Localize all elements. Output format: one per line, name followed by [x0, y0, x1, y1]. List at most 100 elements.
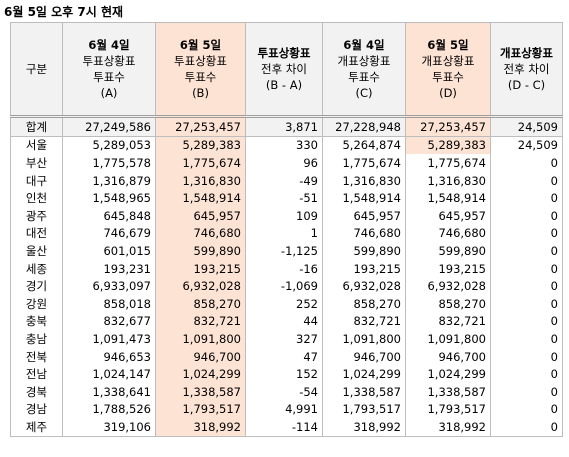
number-cell: 599,890	[155, 242, 246, 260]
number-cell: 0	[490, 418, 563, 437]
header-line: 투표수	[432, 70, 464, 84]
region-cell: 강원	[10, 294, 63, 313]
region-cell: 부산	[10, 154, 63, 172]
number-cell: 832,721	[405, 312, 491, 331]
region-cell: 전남	[10, 365, 63, 383]
number-cell: 1,548,965	[62, 189, 156, 207]
region-row: 충남 1,091,473 1,091,800 327 1,091,800 1,091,80…	[10, 330, 563, 348]
number-cell: 6,932,028	[155, 277, 246, 295]
region-cell: 세종	[10, 259, 63, 278]
number-cell: 5,289,383	[405, 136, 491, 155]
number-cell: 327	[245, 330, 323, 348]
header-row: 구분 6월 4일 투표상황표 투표수 (A) 6월 5일 투표상황표 투표수 (B) 투표상황표 전…	[10, 22, 563, 117]
number-cell: 1,793,517	[155, 400, 246, 419]
number-cell: 0	[490, 330, 563, 348]
number-cell: 1,775,674	[405, 154, 491, 172]
number-cell: 746,680	[405, 224, 491, 243]
number-cell: 1,024,147	[62, 365, 156, 383]
number-cell: 193,215	[322, 259, 406, 278]
header-line: (B)	[192, 86, 209, 100]
number-cell: 1,024,299	[322, 365, 406, 383]
region-cell: 인천	[10, 189, 63, 207]
number-cell: 193,215	[155, 259, 246, 278]
header-cell: 투표상황표 전후 차이 (B - A)	[245, 22, 323, 117]
number-cell: 1,775,578	[62, 154, 156, 172]
number-cell: 1,316,879	[62, 171, 156, 190]
header-line: 투표상황표	[82, 54, 136, 68]
number-cell: 0	[490, 347, 563, 366]
region-cell: 충북	[10, 312, 63, 331]
region-row: 경기 6,933,097 6,932,028 -1,069 6,932,028 6,932…	[10, 277, 563, 295]
region-cell: 서울	[10, 136, 63, 155]
number-cell: 24,509	[490, 115, 563, 137]
number-cell: 858,270	[155, 294, 246, 313]
header-line: 투표상황표	[257, 46, 311, 60]
number-cell: 5,289,053	[62, 136, 156, 155]
region-cell: 광주	[10, 206, 63, 225]
number-cell: -1,125	[245, 242, 323, 260]
number-cell: 47	[245, 347, 323, 366]
number-cell: 5,264,874	[322, 136, 406, 155]
number-cell: 4,991	[245, 400, 323, 419]
region-cell: 경북	[10, 382, 63, 401]
number-cell: 6,932,028	[405, 277, 491, 295]
header-line: 전후 차이	[503, 62, 550, 76]
region-row: 대전 746,679 746,680 1 746,680 746,680 0	[10, 224, 563, 243]
number-cell: 44	[245, 312, 323, 331]
number-cell: -16	[245, 259, 323, 278]
region-row: 대구 1,316,879 1,316,830 -49 1,316,830 1,316,83…	[10, 171, 563, 190]
header-cell: 구분	[10, 22, 63, 117]
region-row: 인천 1,548,965 1,548,914 -51 1,548,914 1,548,91…	[10, 189, 563, 207]
number-cell: 0	[490, 400, 563, 419]
region-cell: 대전	[10, 224, 63, 243]
header-cell: 개표상황표 전후 차이 (D - C)	[490, 22, 563, 117]
number-cell: 96	[245, 154, 323, 172]
number-cell: 858,270	[405, 294, 491, 313]
number-cell: 1,793,517	[322, 400, 406, 419]
number-cell: 1,091,473	[62, 330, 156, 348]
region-cell: 전북	[10, 347, 63, 366]
region-row: 경북 1,338,641 1,338,587 -54 1,338,587 1,338,58…	[10, 382, 563, 401]
number-cell: 27,249,586	[62, 115, 156, 137]
region-row: 전북 946,653 946,700 47 946,700 946,700 0	[10, 347, 563, 366]
number-cell: 858,270	[322, 294, 406, 313]
number-cell: 601,015	[62, 242, 156, 260]
number-cell: 946,700	[405, 347, 491, 366]
number-cell: -54	[245, 382, 323, 401]
number-cell: 1,091,800	[322, 330, 406, 348]
region-row: 울산 601,015 599,890 -1,125 599,890 599,890 0	[10, 242, 563, 260]
number-cell: 193,215	[405, 259, 491, 278]
number-cell: 1,091,800	[155, 330, 246, 348]
header-line: 전후 차이	[261, 62, 307, 76]
number-cell: 1,024,299	[405, 365, 491, 383]
number-cell: 645,957	[322, 206, 406, 225]
number-cell: 1,316,830	[322, 171, 406, 190]
number-cell: 1,338,641	[62, 382, 156, 401]
number-cell: 832,721	[155, 312, 246, 331]
region-cell: 충남	[10, 330, 63, 348]
region-cell: 합계	[10, 115, 63, 137]
number-cell: 0	[490, 189, 563, 207]
header-line: 개표상황표	[421, 54, 475, 68]
number-cell: 27,228,948	[322, 115, 406, 137]
header-cell: 6월 5일 개표상황표 투표수 (D)	[405, 22, 491, 117]
title: 6월 5일 오후 7시 현재	[4, 5, 124, 19]
header-line: (D)	[439, 86, 457, 100]
number-cell: 0	[490, 154, 563, 172]
number-cell: 1,793,517	[405, 400, 491, 419]
number-cell: 858,018	[62, 294, 156, 313]
number-cell: 6,933,097	[62, 277, 156, 295]
number-cell: 318,992	[322, 418, 406, 437]
number-cell: 193,231	[62, 259, 156, 278]
header-line: 투표수	[184, 70, 217, 84]
header-line: 6월 5일	[179, 38, 222, 52]
number-cell: 1,548,914	[322, 189, 406, 207]
number-cell: 746,680	[322, 224, 406, 243]
number-cell: 0	[490, 171, 563, 190]
header-line: 투표상황표	[174, 54, 227, 68]
header-line: 투표수	[93, 70, 125, 84]
number-cell: 599,890	[405, 242, 491, 260]
number-cell: 0	[490, 206, 563, 225]
